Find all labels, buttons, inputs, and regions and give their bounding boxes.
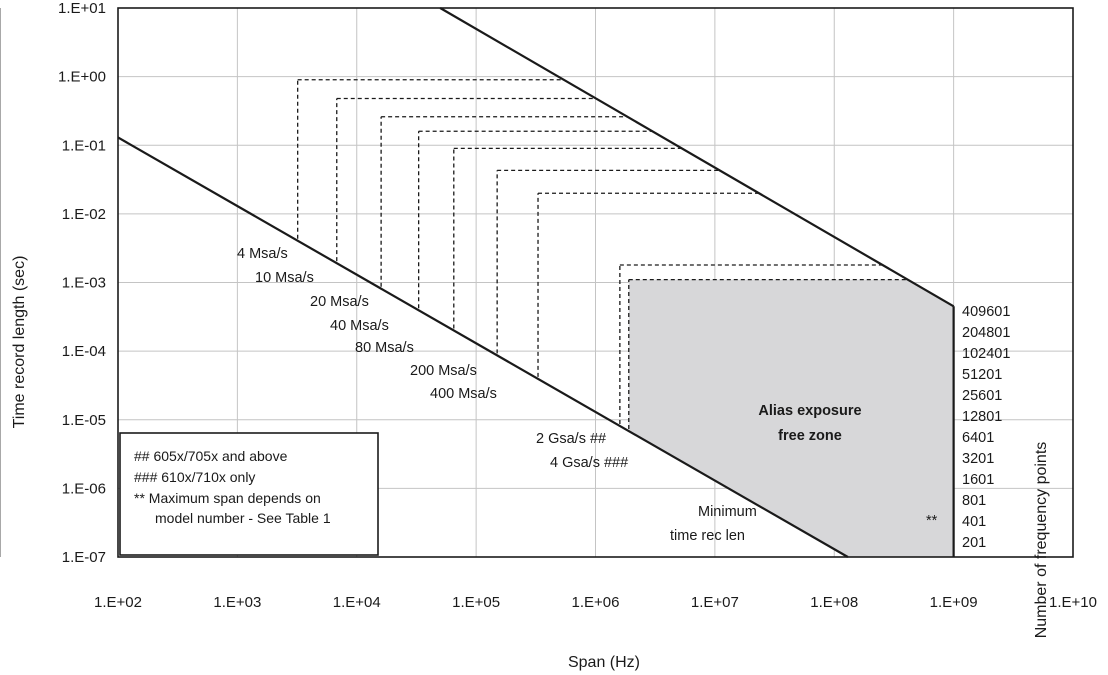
x-tick-label: 1.E+04 [333, 594, 381, 611]
alias-zone-label-line1: Alias exposure [758, 403, 861, 419]
minimum-time-line [117, 136, 849, 558]
sample-rate-label: 400 Msa/s [430, 386, 497, 402]
sample-rate-label: 10 Msa/s [255, 270, 314, 286]
y-tick-label: 1.E-02 [62, 206, 106, 223]
y-tick-label: 1.E-03 [62, 275, 106, 292]
legend-box [119, 432, 379, 556]
frequency-point-label: 51201 [962, 367, 1002, 383]
y-tick-label: 1.E-07 [62, 549, 106, 566]
alias-free-zone-shading [628, 279, 954, 557]
frequency-point-label: 12801 [962, 409, 1002, 425]
x-tick-label: 1.E+02 [94, 594, 142, 611]
y-tick-label: 1.E+00 [58, 69, 106, 86]
sample-rate-label: 4 Msa/s [237, 246, 288, 262]
alias-zone-label-line2: free zone [778, 428, 842, 444]
minimum-line-label-line2: time rec len [670, 528, 745, 544]
frequency-point-label: 3201 [962, 451, 994, 467]
right-axis-title: Number of frequency points [1033, 442, 1050, 639]
legend-entry: ## 605x/705x and above [134, 448, 288, 464]
x-tick-label: 1.E+09 [930, 594, 978, 611]
y-tick-label: 1.E-04 [62, 343, 106, 360]
x-tick-label: 1.E+06 [572, 594, 620, 611]
frequency-point-label: 6401 [962, 430, 994, 446]
frequency-point-label: 401 [962, 514, 986, 530]
y-tick-label: 1.E-01 [62, 137, 106, 154]
y-tick-label: 1.E-05 [62, 412, 106, 429]
plot-frame [117, 7, 1074, 558]
x-tick-label: 1.E+05 [452, 594, 500, 611]
sample-rate-label: 2 Gsa/s ## [536, 431, 606, 447]
x-tick-label: 1.E+03 [213, 594, 261, 611]
sample-rate-label: 40 Msa/s [330, 318, 389, 334]
legend-entry: ### 610x/710x only [134, 469, 255, 485]
frequency-point-label: 409601 [962, 304, 1010, 320]
y-tick-label: 1.E+01 [58, 0, 106, 17]
sample-rate-label: 80 Msa/s [355, 340, 414, 356]
maximum-time-line [439, 7, 955, 308]
frequency-point-label: 204801 [962, 325, 1010, 341]
x-axis-tick-labels: 1.E+02 1.E+03 1.E+04 1.E+05 1.E+06 1.E+07 1.E+… [94, 594, 1097, 611]
legend-entry: ** Maximum span depends on [134, 490, 321, 506]
frequency-point-label: 1601 [962, 472, 994, 488]
sample-rate-labels: 4 Msa/s 10 Msa/s 20 Msa/s 40 Msa/s 80 Msa/s 2… [237, 246, 628, 471]
sample-rate-label: 4 Gsa/s ### [550, 455, 628, 471]
x-tick-label: 1.E+10 [1049, 594, 1097, 611]
y-axis-title: Time record length (sec) [11, 256, 28, 429]
minimum-line-label-line1: Minimum [698, 504, 757, 520]
x-tick-label: 1.E+07 [691, 594, 739, 611]
frequency-point-label: 201 [962, 535, 986, 551]
frequency-point-labels: 409601 204801 102401 51201 25601 12801 6401 320… [962, 304, 1010, 551]
legend: ## 605x/705x and above ### 610x/710x onl… [119, 432, 379, 556]
frequency-point-label: 102401 [962, 346, 1010, 362]
y-axis-tick-labels: 1.E+01 1.E+00 1.E-01 1.E-02 1.E-03 1.E-04 1.E-… [58, 0, 106, 566]
sample-rate-label: 200 Msa/s [410, 363, 477, 379]
frequency-point-label: 801 [962, 493, 986, 509]
max-span-mark: ** [926, 513, 938, 529]
sample-rate-boundaries [297, 79, 908, 430]
x-tick-label: 1.E+08 [810, 594, 858, 611]
x-axis-title: Span (Hz) [568, 654, 640, 671]
boundary-lines [117, 7, 955, 558]
y-tick-label: 1.E-06 [62, 480, 106, 497]
sample-rate-label: 20 Msa/s [310, 294, 369, 310]
frequency-point-label: 25601 [962, 388, 1002, 404]
legend-entry: model number - See Table 1 [155, 510, 331, 526]
